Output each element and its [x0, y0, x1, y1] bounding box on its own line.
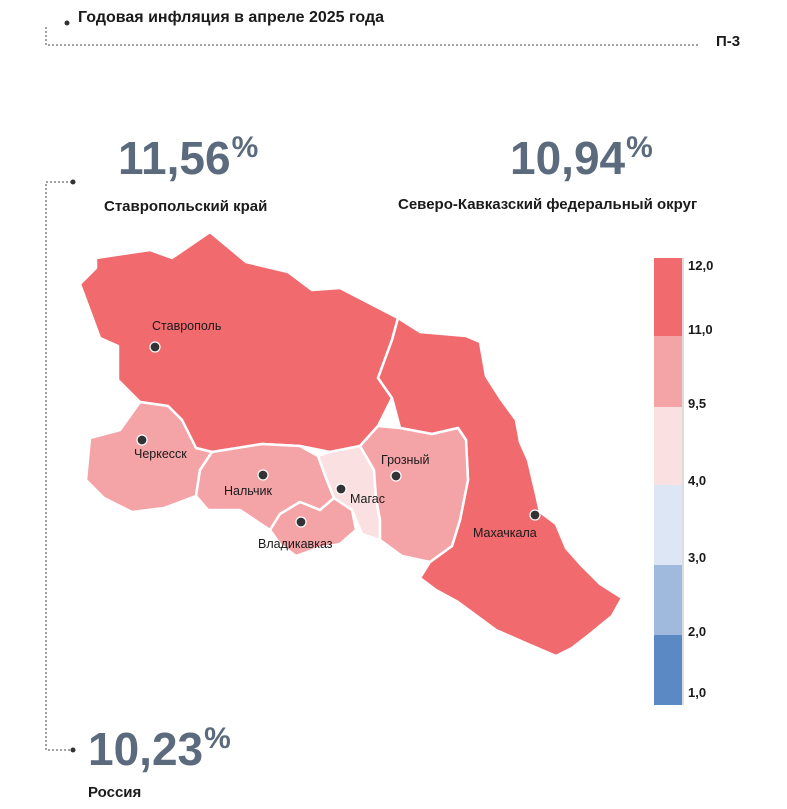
legend-bin-9.5-11: [654, 336, 682, 407]
header-connector: [45, 27, 700, 46]
city-marker: [295, 516, 307, 528]
legend-tick: 2,0: [688, 624, 706, 639]
city-marker: [149, 341, 161, 353]
region-chechnya: [358, 424, 470, 564]
city-label: Магас: [350, 492, 385, 506]
city-vladikavkaz: Владикавказ: [258, 516, 333, 551]
city-marker: [257, 469, 269, 481]
page-code: П-3: [716, 33, 741, 50]
city-label: Грозный: [381, 453, 429, 467]
legend-tick: 4,0: [688, 473, 706, 488]
city-cherkessk: Черкесск: [134, 434, 187, 461]
legend-bin-11-12: [654, 258, 682, 336]
side-connector: [45, 181, 72, 751]
legend-tick: 11,0: [688, 322, 713, 337]
skfo-label: Северо-Кавказский федеральный округ: [398, 196, 698, 213]
city-nalchik: Нальчик: [224, 469, 272, 498]
city-stavropol: Ставрополь: [149, 319, 221, 353]
header-bullet: [64, 20, 70, 26]
russia-inflation-value: 10,23%: [88, 722, 231, 775]
city-label: Владикавказ: [258, 537, 333, 551]
legend-bin-2-3: [654, 565, 682, 635]
city-label: Ставрополь: [152, 319, 221, 333]
region-karachay-cherkessia: [84, 400, 214, 514]
legend-tick: 9,5: [688, 396, 706, 411]
city-label: Черкесск: [134, 447, 187, 461]
legend-tick: 1,0: [688, 685, 706, 700]
russia-label: Россия: [88, 784, 142, 801]
legend-bin-4-9.5: [654, 407, 682, 485]
city-marker: [335, 483, 347, 495]
city-marker: [390, 470, 402, 482]
city-label: Нальчик: [224, 484, 272, 498]
connector-dot-top: [70, 179, 76, 185]
city-marker: [529, 509, 541, 521]
connector-dot-bottom: [70, 747, 76, 753]
city-marker: [136, 434, 148, 446]
legend-bin-1-2: [654, 635, 682, 705]
region-north-ossetia: [268, 496, 358, 558]
legend-tick: 12,0: [688, 258, 713, 273]
page-title: Годовая инфляция в апреле 2025 года: [78, 9, 385, 26]
stavropol-inflation-value: 11,56%: [118, 131, 259, 184]
legend-bin-3-4: [654, 485, 682, 565]
city-label: Махачкала: [473, 526, 537, 540]
city-magas: Магас: [335, 483, 385, 506]
stavropol-label: Ставропольский край: [104, 198, 268, 215]
skfo-inflation-value: 10,94%: [510, 131, 653, 184]
city-grozny: Грозный: [381, 453, 429, 482]
color-scale-legend: 12,0 11,0 9,5 4,0 3,0 2,0 1,0: [654, 258, 713, 705]
city-makhachkala: Махачкала: [473, 509, 541, 540]
legend-tick: 3,0: [688, 550, 706, 565]
